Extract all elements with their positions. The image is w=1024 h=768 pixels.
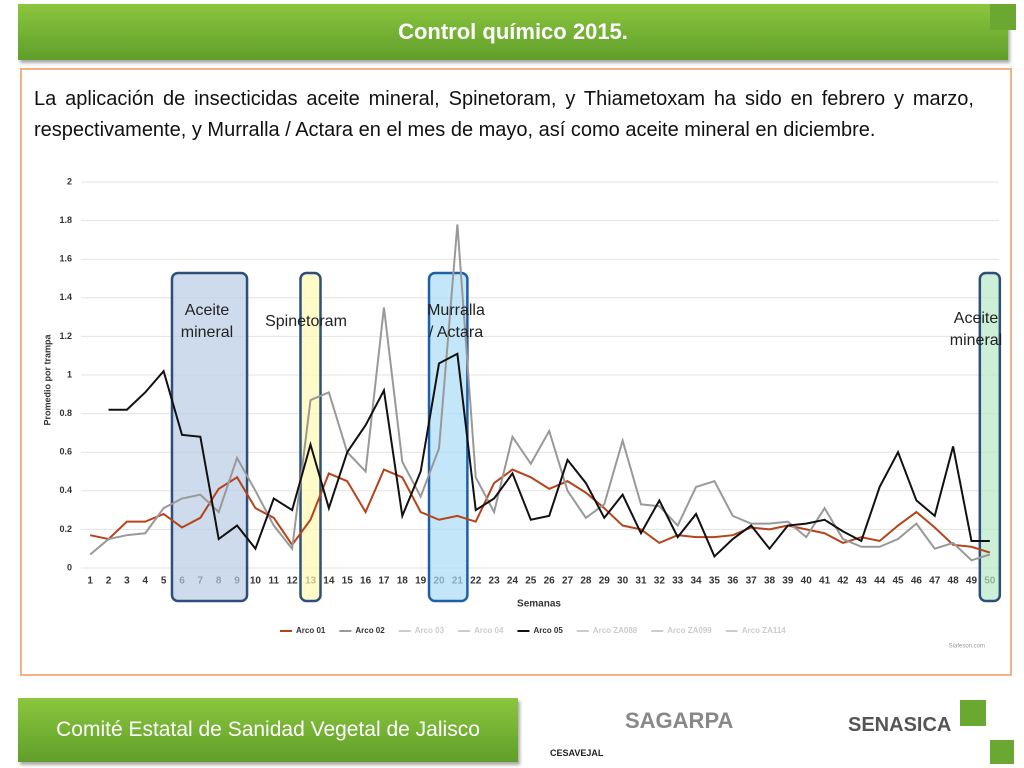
x-tick-label: 43 <box>856 576 868 587</box>
annotation-box <box>978 271 1002 603</box>
x-tick-label: 2 <box>106 576 112 587</box>
annotation-label: / Actara <box>429 324 483 341</box>
y-tick-label: 0.2 <box>59 524 72 534</box>
corner-square <box>990 4 1016 30</box>
slide-title: Control químico 2015. <box>18 4 1008 60</box>
annotation-label: Aceite <box>185 302 230 319</box>
x-tick-label: 28 <box>580 576 592 587</box>
y-axis-title: Promedio por trampa <box>42 333 52 425</box>
paragraph: La aplicación de insecticidas aceite min… <box>34 88 974 141</box>
x-tick-label: 36 <box>727 576 739 587</box>
x-tick-label: 44 <box>874 576 886 587</box>
x-tick-label: 22 <box>470 576 482 587</box>
legend-label: Arco ZA088 <box>593 626 638 635</box>
corner-square <box>960 700 986 726</box>
series-line <box>108 352 990 559</box>
x-tick-label: 38 <box>764 576 776 587</box>
y-tick-label: 1.6 <box>59 254 72 264</box>
legend-label: Arco 04 <box>474 626 504 635</box>
corner-square <box>990 740 1014 764</box>
y-tick-label: 2 <box>67 176 72 186</box>
series-line <box>89 224 991 562</box>
logo-text: CESAVEJAL <box>550 748 604 758</box>
y-tick-label: 0.6 <box>59 447 72 457</box>
series-line <box>89 468 991 554</box>
annotation-label: Murralla <box>427 302 485 319</box>
y-tick-label: 1.2 <box>59 331 72 341</box>
logo-text: SENASICA <box>848 714 952 736</box>
x-tick-label: 24 <box>507 576 519 587</box>
annotation-box <box>299 271 322 603</box>
x-tick-label: 25 <box>525 576 537 587</box>
y-tick-label: 0 <box>67 562 72 572</box>
x-tick-label: 14 <box>323 576 335 587</box>
annotation-box <box>427 271 469 603</box>
x-tick-label: 10 <box>250 576 262 587</box>
content-box <box>20 68 1012 676</box>
x-tick-label: 27 <box>562 576 574 587</box>
x-tick-label: 29 <box>599 576 611 587</box>
x-tick-label: 12 <box>287 576 299 587</box>
legend-label: Arco 03 <box>415 626 445 635</box>
x-tick-label: 5 <box>161 576 167 587</box>
y-tick-label: 1.4 <box>59 292 72 302</box>
x-tick-label: 11 <box>268 576 279 587</box>
legend-label: Arco ZA114 <box>742 626 787 635</box>
x-tick-label: 18 <box>397 576 409 587</box>
legend-label: Arco 02 <box>355 626 385 635</box>
x-tick-label: 1 <box>87 576 93 587</box>
legend-label: Arco 01 <box>296 626 326 635</box>
annotation-label: Spinetoram <box>265 313 347 330</box>
x-tick-label: 31 <box>635 576 647 587</box>
x-tick-label: 4 <box>142 576 148 587</box>
x-tick-label: 33 <box>672 576 684 587</box>
legend-label: Arco 05 <box>533 626 563 635</box>
y-tick-label: 1.8 <box>59 215 72 225</box>
x-tick-label: 39 <box>782 576 794 587</box>
x-tick-label: 30 <box>617 576 629 587</box>
footer-title: Comité Estatal de Sanidad Vegetal de Jal… <box>18 698 518 762</box>
x-tick-label: 47 <box>929 576 941 587</box>
x-tick-label: 19 <box>415 576 427 587</box>
x-tick-label: 40 <box>801 576 813 587</box>
x-tick-label: 15 <box>342 576 354 587</box>
x-tick-label: 41 <box>819 576 831 587</box>
x-tick-label: 48 <box>948 576 960 587</box>
x-tick-label: 45 <box>892 576 904 587</box>
annotation-label: Aceite <box>954 310 999 327</box>
x-tick-label: 17 <box>378 576 390 587</box>
annotation-label: mineral <box>950 332 1002 349</box>
x-tick-label: 3 <box>124 576 130 587</box>
legend-label: Arco ZA099 <box>667 626 712 635</box>
annotation-box <box>170 271 249 603</box>
x-tick-label: 37 <box>746 576 758 587</box>
annotation-label: mineral <box>181 324 233 341</box>
y-tick-label: 1 <box>67 369 72 379</box>
x-tick-label: 49 <box>966 576 978 587</box>
y-tick-label: 0.4 <box>59 485 72 495</box>
x-tick-label: 26 <box>544 576 556 587</box>
x-tick-label: 16 <box>360 576 372 587</box>
credits: Siafeson.com <box>949 644 985 650</box>
x-tick-label: 35 <box>709 576 721 587</box>
x-tick-label: 42 <box>837 576 849 587</box>
logo-text: SAGARPA <box>625 708 734 733</box>
x-tick-label: 34 <box>690 576 702 587</box>
y-tick-label: 0.8 <box>59 408 72 418</box>
x-axis-title: Semanas <box>517 599 561 610</box>
x-tick-label: 46 <box>911 576 923 587</box>
x-tick-label: 23 <box>489 576 501 587</box>
x-tick-label: 32 <box>654 576 666 587</box>
